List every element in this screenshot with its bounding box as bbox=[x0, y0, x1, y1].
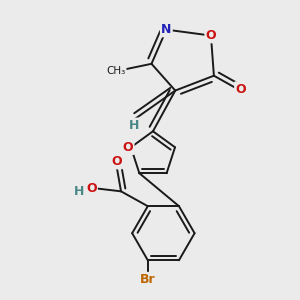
Text: O: O bbox=[206, 29, 216, 42]
Text: Br: Br bbox=[140, 273, 156, 286]
Text: N: N bbox=[161, 23, 172, 36]
Text: O: O bbox=[86, 182, 97, 195]
Text: H: H bbox=[128, 119, 139, 132]
Text: O: O bbox=[123, 141, 133, 154]
Text: H: H bbox=[74, 185, 85, 198]
Text: O: O bbox=[111, 155, 122, 168]
Text: CH₃: CH₃ bbox=[106, 66, 125, 76]
Text: O: O bbox=[235, 82, 246, 96]
